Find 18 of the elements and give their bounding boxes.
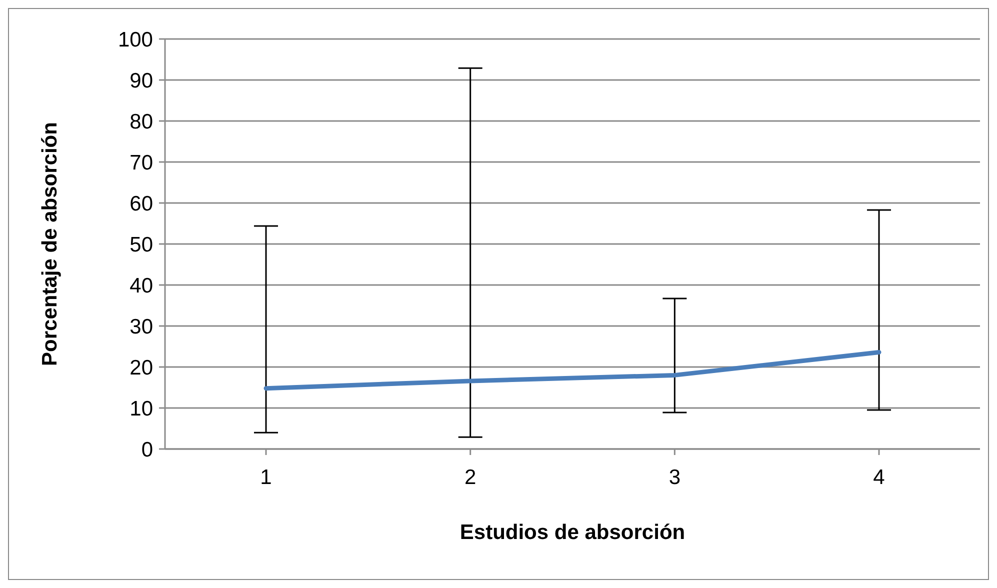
y-axis-title: Porcentaje de absorción [38, 122, 62, 366]
y-tick-label: 60 [130, 192, 153, 216]
y-tick-label: 20 [130, 356, 153, 380]
line-series [264, 350, 882, 391]
y-tick-label: 70 [130, 151, 153, 174]
y-tick-label: 0 [141, 438, 153, 462]
x-tick-label: 4 [873, 466, 886, 489]
x-axis-title: Estudios de absorción [460, 521, 686, 544]
y-tick-label: 90 [130, 69, 153, 92]
y-tick-label: 10 [130, 397, 153, 420]
y-tick-label: 100 [118, 28, 153, 52]
y-tick-label: 50 [130, 233, 153, 256]
y-tick-label: 80 [130, 110, 153, 134]
y-tick-label: 30 [130, 315, 153, 338]
x-tick-label: 3 [668, 466, 681, 489]
x-tick-label: 1 [260, 466, 272, 489]
x-tick-label: 2 [464, 466, 476, 489]
y-tick-label: 40 [130, 274, 153, 298]
